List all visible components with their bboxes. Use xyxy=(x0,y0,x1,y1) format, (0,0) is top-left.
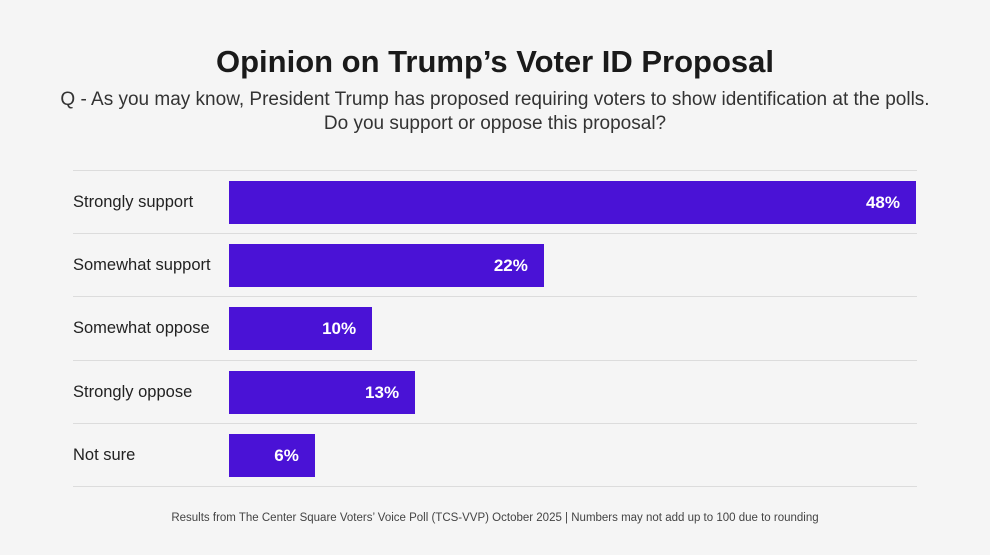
bar: 22% xyxy=(229,244,544,288)
subtitle-line-1: Q - As you may know, President Trump has… xyxy=(60,89,930,110)
bar: 13% xyxy=(229,370,416,414)
footnote: Results from The Center Square Voters’ V… xyxy=(171,512,819,524)
value-label: 10% xyxy=(322,319,357,339)
category-label: Somewhat oppose xyxy=(73,319,210,338)
category-label: Strongly oppose xyxy=(73,382,193,401)
chart-title: Opinion on Trump’s Voter ID Proposal xyxy=(215,44,775,79)
bar-row: Strongly oppose 13% xyxy=(73,359,917,423)
category-label: Strongly support xyxy=(73,193,194,211)
bar-row: Not sure 6% xyxy=(73,422,917,487)
value-label: 22% xyxy=(493,256,528,276)
chart-subtitle: Q - As you may know, President Trump has… xyxy=(0,88,990,136)
bar: 6% xyxy=(229,433,315,477)
bar-row: Strongly support 48% xyxy=(73,170,917,233)
value-label: 6% xyxy=(274,445,299,465)
bar: 10% xyxy=(229,307,373,351)
bar-row: Somewhat support 22% xyxy=(73,233,917,296)
value-label: 13% xyxy=(365,382,400,402)
bar-row: Somewhat oppose 10% xyxy=(73,296,917,359)
category-label: Not sure xyxy=(73,445,136,464)
value-label: 48% xyxy=(865,193,900,212)
subtitle-line-2: Do you support or oppose this proposal? xyxy=(323,113,667,134)
bar-chart: Strongly support 48% Somewhat support 22% So… xyxy=(73,170,917,487)
bar: 48% xyxy=(229,181,916,224)
category-label: Somewhat support xyxy=(73,256,211,275)
